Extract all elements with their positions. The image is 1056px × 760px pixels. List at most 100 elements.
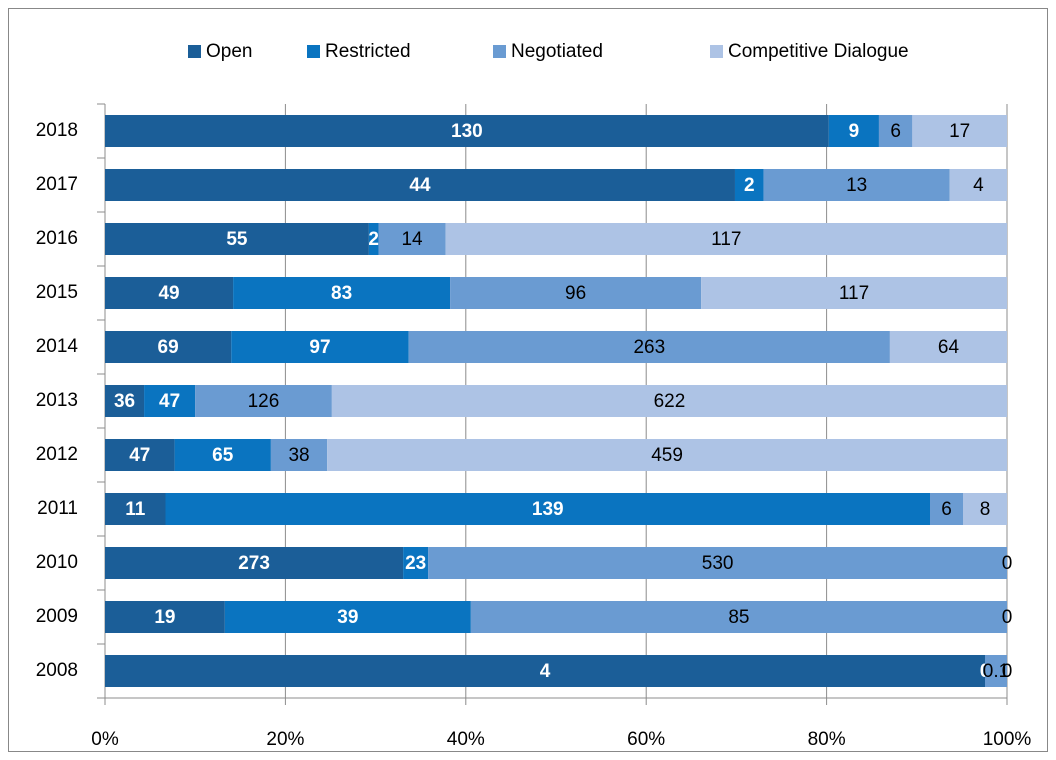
bar-segment [930,493,963,525]
data-label: 130 [451,121,483,142]
data-label: 117 [711,229,741,250]
bar-segment [144,385,196,417]
bar-segment [165,493,930,525]
data-label: 8 [980,499,991,520]
y-tick-label: 2013 [36,390,78,411]
bar-segment [195,385,332,417]
data-label: 65 [212,445,234,466]
bar-segment [233,277,451,309]
x-tick-label: 80% [808,729,846,750]
bar-segment [889,331,1007,363]
legend-swatch [307,45,320,58]
data-label: 47 [159,391,180,412]
data-label: 64 [938,337,960,358]
bar-segment [378,223,446,255]
data-label: 263 [633,337,665,358]
data-label: 622 [654,391,686,412]
data-label: 2 [744,175,755,196]
data-label: 83 [331,283,352,304]
bar-segment [368,223,379,255]
data-label: 530 [702,553,734,574]
legend-label: Negotiated [511,41,603,62]
bar-segment [949,169,1007,201]
legend-label: Open [206,41,252,62]
data-label: 2 [368,229,379,250]
bar-segment [828,115,879,147]
bar-segment [331,385,1007,417]
data-label: 47 [129,445,150,466]
data-label: 97 [309,337,330,358]
bar-segment [105,655,985,687]
data-label: 273 [238,553,270,574]
y-tick-label: 2009 [36,606,78,627]
data-label: 49 [158,283,179,304]
data-label: 0.1 [983,661,1009,682]
bar-segment [105,493,166,525]
bar-segment [105,547,404,579]
y-tick-label: 2015 [36,282,78,303]
data-label: 85 [728,607,749,628]
bar-segment [105,601,225,633]
data-label: 4 [973,175,984,196]
bar-segment [470,601,1007,633]
bar-segment [270,439,328,471]
data-label: 6 [941,499,952,520]
bar-segment [445,223,1007,255]
data-label: 0 [1002,661,1013,682]
y-tick-label: 2008 [36,660,78,681]
legend-label: Restricted [325,41,411,62]
x-tick-label: 20% [266,729,304,750]
bar-segment [105,115,829,147]
bar-segment [224,601,471,633]
data-label: 6 [890,121,901,142]
bar-segment [963,493,1007,525]
bar-segment [763,169,950,201]
x-tick-label: 100% [983,729,1032,750]
data-label: 38 [288,445,309,466]
data-label: 69 [158,337,179,358]
bar-segment [985,655,1007,687]
bar-segment [912,115,1007,147]
legend-swatch [188,45,201,58]
data-label: 96 [565,283,586,304]
data-label: 0 [1002,607,1013,628]
y-tick-label: 2011 [37,498,78,519]
bar-segment [105,331,232,363]
bar-segment [428,547,1007,579]
x-tick-label: 40% [447,729,485,750]
bar-segment [105,385,145,417]
data-label: 9 [849,121,860,142]
bar-segment [408,331,890,363]
y-tick-label: 2017 [36,174,78,195]
data-label: 117 [839,283,869,304]
data-label: 11 [125,499,146,520]
data-label: 4 [540,661,551,682]
x-tick-label: 60% [627,729,665,750]
bar-segment [734,169,764,201]
bar-segment [105,169,735,201]
data-label: 459 [651,445,683,466]
legend-swatch [710,45,723,58]
data-label: 14 [401,229,423,250]
data-label: 19 [154,607,175,628]
data-label: 44 [409,175,431,196]
y-tick-label: 2010 [36,552,78,573]
y-tick-label: 2012 [36,444,78,465]
bar-segment [231,331,409,363]
bar-segment [403,547,429,579]
bar-segment [174,439,271,471]
y-tick-label: 2018 [36,120,78,141]
y-tick-label: 2014 [36,336,79,357]
legend-label: Competitive Dialogue [728,41,909,62]
y-tick-label: 2016 [36,228,78,249]
data-label: 39 [337,607,358,628]
data-label: 23 [405,553,426,574]
data-label: 126 [248,391,280,412]
bar-segment [701,277,1007,309]
data-label: 13 [846,175,867,196]
bar-segment [105,223,369,255]
bar-segment [878,115,913,147]
bar-segment [105,439,175,471]
data-label: 55 [226,229,248,250]
